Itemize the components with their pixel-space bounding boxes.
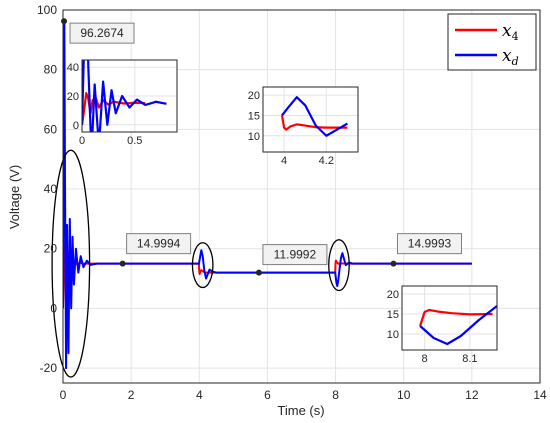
inset-frame bbox=[401, 285, 498, 351]
inset-x-tick-label: 8 bbox=[422, 353, 428, 365]
series-group bbox=[63, 20, 472, 370]
inset-y-tick-label: 20 bbox=[387, 289, 399, 301]
inset-frame bbox=[81, 59, 178, 133]
inset-background bbox=[263, 87, 358, 152]
x-tick-label: 14 bbox=[533, 388, 547, 402]
data-tip-label: 14.9994 bbox=[137, 237, 181, 251]
inset-y-tick-label: 15 bbox=[248, 110, 260, 122]
y-tick-label: -20 bbox=[40, 361, 58, 375]
inset-series bbox=[280, 96, 348, 137]
x-tick-label: 2 bbox=[128, 388, 135, 402]
inset-y-tick-label: 20 bbox=[248, 90, 260, 102]
data-tip-box bbox=[262, 244, 328, 266]
x-tick-label: 4 bbox=[196, 388, 203, 402]
y-axis-label: Voltage (V) bbox=[7, 165, 22, 229]
data-tip-box bbox=[396, 233, 462, 255]
legend-box bbox=[447, 13, 537, 71]
inset-y-tick-label: 40 bbox=[67, 62, 79, 74]
inset-line-x4 bbox=[419, 308, 493, 327]
x-tick-label: 8 bbox=[332, 388, 339, 402]
x-tick-label: 10 bbox=[397, 388, 411, 402]
highlight-ellipse bbox=[51, 149, 91, 378]
data-tip-marker bbox=[119, 260, 126, 267]
data-tip-marker bbox=[255, 269, 262, 276]
y-tick-label: 0 bbox=[50, 301, 57, 315]
inset-x-tick-label: 4 bbox=[281, 155, 287, 167]
inset-plot-1: 4 4.2 10 15 20 bbox=[248, 86, 359, 167]
inset-y-tick-label: 20 bbox=[67, 91, 79, 103]
highlight-ellipse bbox=[328, 239, 350, 292]
inset-series bbox=[419, 305, 497, 346]
y-tick-label: 40 bbox=[44, 182, 58, 196]
highlight-ellipse bbox=[191, 242, 214, 289]
inset-plots: 0 0.5 0 20 40 4 4.2 10 15 20 8 8.1 10 15 20 bbox=[67, 59, 498, 365]
series-line-xd bbox=[63, 20, 472, 370]
y-tick-label: 20 bbox=[44, 242, 58, 256]
plot-frame bbox=[62, 9, 541, 384]
inset-line-xd bbox=[419, 305, 497, 346]
x-tick-label: 12 bbox=[465, 388, 479, 402]
inset-plot-2: 8 8.1 10 15 20 bbox=[387, 285, 498, 365]
inset-x-tick-label: 8.1 bbox=[462, 353, 477, 365]
data-tip-box bbox=[69, 22, 135, 44]
data-tip-label: 14.9993 bbox=[408, 237, 452, 251]
inset-series bbox=[82, 60, 167, 132]
data-tip-label: 11.9992 bbox=[274, 248, 317, 262]
inset-line-x4 bbox=[82, 92, 146, 125]
y-tick-label: 100 bbox=[37, 3, 57, 17]
inset-plot-0: 0 0.5 0 20 40 bbox=[67, 59, 178, 147]
inset-x-tick-label: 4.2 bbox=[319, 155, 334, 167]
x-axis-label: Time (s) bbox=[277, 403, 324, 418]
inset-y-tick-label: 10 bbox=[248, 131, 260, 143]
inset-frame bbox=[262, 86, 359, 153]
inset-x-tick-label: 0.5 bbox=[127, 135, 142, 147]
data-tip-box bbox=[126, 233, 192, 255]
data-tip-label: 96.2674 bbox=[80, 26, 124, 40]
inset-y-tick-label: 0 bbox=[73, 120, 79, 132]
inset-line-xd bbox=[281, 96, 348, 137]
inset-y-tick-label: 10 bbox=[387, 329, 399, 341]
x-tick-label: 6 bbox=[264, 388, 271, 402]
legend: x4 xd bbox=[447, 13, 537, 71]
data-tip-marker bbox=[390, 260, 397, 267]
y-tick-label: 80 bbox=[44, 63, 58, 77]
y-tick-label: 60 bbox=[44, 122, 58, 136]
inset-x-tick-label: 0 bbox=[79, 135, 85, 147]
data-tips: 96.2674 14.9994 11.9992 14.9993 bbox=[61, 18, 462, 276]
data-tip-marker bbox=[61, 18, 68, 25]
inset-line-x4 bbox=[280, 115, 348, 131]
inset-line-xd bbox=[82, 60, 167, 132]
inset-y-tick-label: 15 bbox=[387, 309, 399, 321]
x-tick-label: 0 bbox=[60, 388, 67, 402]
highlight-ellipses bbox=[51, 149, 350, 378]
